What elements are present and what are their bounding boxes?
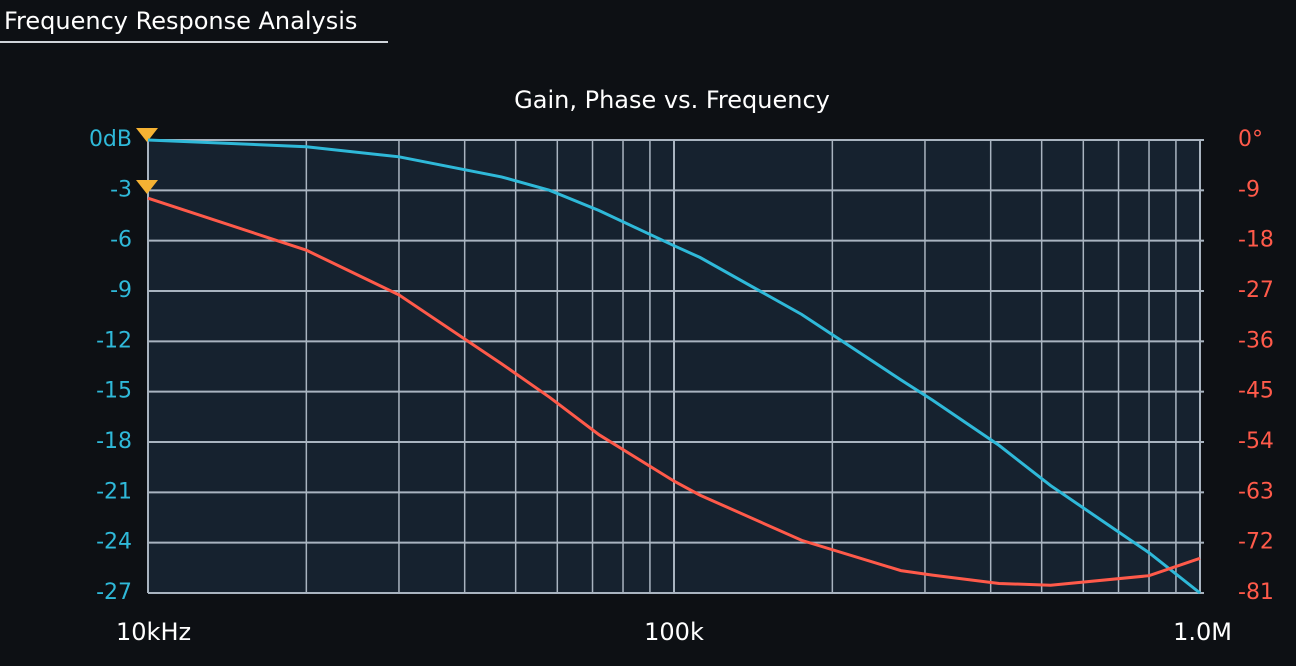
y2-tick-label: -27 (1238, 278, 1274, 303)
y-tick-label: -12 (96, 328, 132, 353)
chart-title: Gain, Phase vs. Frequency (514, 86, 830, 114)
y-tick-label: -6 (110, 228, 132, 253)
y2-tick-label: 0° (1238, 127, 1263, 152)
y2-tick-label: -36 (1238, 328, 1274, 353)
x-tick-label: 10kHz (116, 618, 191, 646)
y2-tick-label: -81 (1238, 580, 1274, 605)
y-tick-label: 0dB (89, 127, 132, 152)
y-tick-label: -18 (96, 429, 132, 454)
x-tick-label: 1.0M (1173, 618, 1232, 646)
y2-tick-label: -72 (1238, 530, 1274, 555)
y-tick-label: -9 (110, 278, 132, 303)
y2-tick-label: -18 (1238, 228, 1274, 253)
y-tick-label: -27 (96, 580, 132, 605)
y-tick-label: -24 (96, 530, 132, 555)
series-line (147, 196, 1201, 587)
y2-tick-label: -9 (1238, 177, 1260, 202)
x-tick-label: 100k (644, 618, 704, 646)
y-tick-label: -3 (110, 177, 132, 202)
y2-tick-label: -63 (1238, 479, 1274, 504)
y-tick-label: -15 (96, 379, 132, 404)
y2-tick-label: -54 (1238, 429, 1274, 454)
window-title: Frequency Response Analysis (4, 7, 357, 35)
y2-tick-label: -45 (1238, 379, 1274, 404)
marker (136, 128, 158, 142)
marker (136, 180, 158, 194)
series-line (147, 138, 1201, 595)
y-tick-label: -21 (96, 479, 132, 504)
